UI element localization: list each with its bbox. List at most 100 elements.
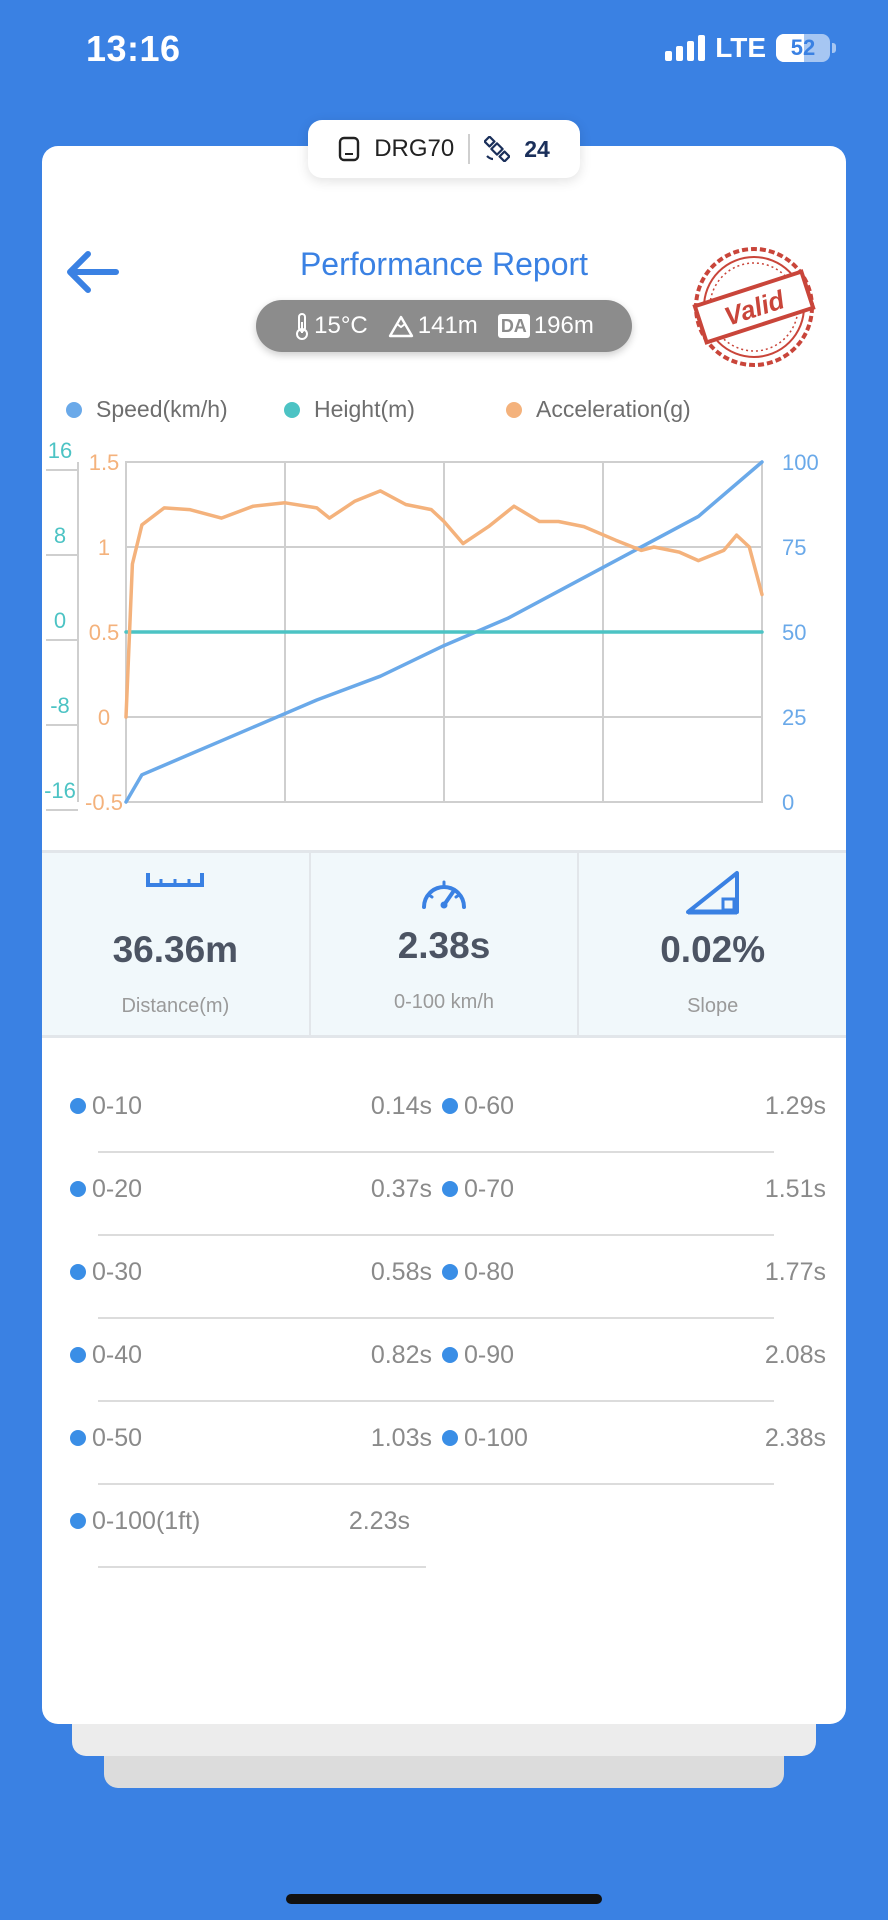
split-row[interactable]: 0-70 1.51s [440, 1155, 826, 1215]
back-button[interactable] [62, 242, 122, 307]
performance-report-card: Performance Report 15°C 141m DA 196m [42, 146, 846, 1724]
row-divider [98, 1317, 774, 1319]
split-time: 1.51s [764, 1175, 826, 1203]
page-title: Performance Report [299, 246, 589, 282]
da-icon: DA [497, 314, 530, 338]
split-time: 2.38s [764, 1424, 826, 1452]
satellite-count: 24 [524, 135, 550, 162]
valid-stamp-icon: Valid [692, 247, 816, 367]
split-name: 0-30 [92, 1258, 143, 1286]
metric-slope: 0.02% Slope [577, 853, 846, 1035]
acceleration-tick-label: 1 [98, 535, 110, 560]
split-name: 0-100 [464, 1424, 528, 1452]
split-row[interactable]: 0-50 1.03s [42, 1404, 432, 1464]
device-pill[interactable]: DRG70 24 [308, 120, 580, 178]
battery-level: 52 [790, 35, 816, 60]
metric-distance: 36.36m Distance(m) [42, 853, 309, 1035]
legend-height-dot [284, 401, 300, 418]
thermometer-icon [296, 313, 309, 340]
split-time: 0.37s [370, 1175, 432, 1203]
split-dot [70, 1264, 86, 1280]
temperature-value: 15°C [314, 312, 368, 339]
row-divider [98, 1234, 774, 1236]
acceleration-tick-label: 1.5 [89, 450, 120, 475]
legend-speed[interactable]: Speed(km/h) [66, 396, 284, 423]
split-dot [442, 1181, 458, 1197]
home-indicator[interactable] [286, 1894, 602, 1904]
distance-label: Distance(m) [121, 995, 230, 1017]
status-indicators: LTE 52 [665, 32, 836, 64]
back-arrow-icon [67, 251, 119, 293]
split-row[interactable]: 0-10 0.14s [42, 1072, 432, 1132]
valid-stamp: Valid [686, 244, 822, 375]
height-tick-label: 0 [54, 608, 66, 633]
split-row[interactable]: 0-80 1.77s [440, 1238, 826, 1298]
legend-height-label: Height(m) [314, 396, 415, 422]
split-row[interactable]: 0-60 1.29s [440, 1072, 826, 1132]
split-time: 0.58s [370, 1258, 432, 1286]
legend-speed-dot [66, 401, 82, 418]
slope-value: 0.02% [660, 929, 766, 970]
split-dot [442, 1098, 458, 1114]
status-time: 13:16 [86, 28, 181, 69]
distance-value: 36.36m [112, 929, 239, 970]
speed-tick-label: 75 [782, 535, 806, 560]
split-row[interactable]: 0-40 0.82s [42, 1321, 432, 1381]
split-time: 1.29s [764, 1092, 826, 1120]
chart-legend: Speed(km/h) Height(m) Acceleration(g) [66, 396, 691, 423]
device-icon [338, 136, 360, 162]
split-dot [70, 1430, 86, 1446]
split-row[interactable]: 0-20 0.37s [42, 1155, 432, 1215]
row-divider [98, 1483, 774, 1485]
acceleration-tick-label: -0.5 [85, 790, 123, 815]
row-divider [98, 1400, 774, 1402]
split-dot [70, 1513, 86, 1529]
height-tick-label: 16 [48, 442, 72, 463]
split-dot [70, 1347, 86, 1363]
density-altitude-value: 196m [533, 312, 594, 339]
chart-series [124, 460, 764, 804]
battery-icon: 52 [776, 34, 836, 62]
split-row[interactable]: 0-100 2.38s [440, 1404, 826, 1464]
split-time: 1.03s [370, 1424, 432, 1452]
split-name: 0-100(1ft) [92, 1507, 201, 1535]
split-name: 0-80 [464, 1258, 515, 1286]
altitude-value: 141m [417, 312, 478, 339]
legend-height[interactable]: Height(m) [284, 396, 506, 423]
split-row[interactable]: 0-90 2.08s [440, 1321, 826, 1381]
speed-tick-label: 25 [782, 705, 806, 730]
ruler-icon [146, 873, 205, 887]
series-line-speed [124, 460, 764, 804]
legend-speed-label: Speed(km/h) [96, 396, 228, 422]
height-tick-label: -16 [44, 778, 76, 803]
split-name: 0-50 [92, 1424, 143, 1452]
split-name: 0-60 [464, 1092, 515, 1120]
row-divider [98, 1566, 426, 1568]
split-name: 0-20 [92, 1175, 143, 1203]
pill-divider [468, 134, 471, 164]
split-row[interactable]: 0-100(1ft) 2.23s [42, 1487, 410, 1547]
split-dot [70, 1098, 86, 1114]
performance-chart: 16 8 0 -8 -16 1.5 1 0.5 0 -0.5 100 75 50 25 0 [44, 442, 819, 815]
legend-acceleration-label: Acceleration(g) [536, 396, 691, 422]
time-label: 0-100 km/h [393, 991, 495, 1013]
device-name: DRG70 [374, 135, 455, 162]
speed-tick-label: 50 [782, 620, 806, 645]
split-name: 0-90 [464, 1341, 515, 1369]
speed-tick-label: 100 [782, 450, 819, 475]
split-name: 0-40 [92, 1341, 143, 1369]
split-name: 0-10 [92, 1092, 143, 1120]
split-dot [442, 1430, 458, 1446]
satellite-icon [484, 136, 511, 162]
row-divider [98, 1151, 774, 1153]
metric-time: 2.38s 0-100 km/h [308, 853, 578, 1035]
legend-acceleration[interactable]: Acceleration(g) [506, 396, 691, 423]
acceleration-tick-label: 0 [98, 705, 110, 730]
split-row[interactable]: 0-30 0.58s [42, 1238, 432, 1298]
speedometer-icon [422, 880, 466, 909]
split-dot [70, 1181, 86, 1197]
cell-signal-icon [665, 35, 706, 61]
split-time: 2.23s [348, 1507, 410, 1535]
acceleration-tick-label: 0.5 [89, 620, 120, 645]
chart-ticks: 16 8 0 -8 -16 1.5 1 0.5 0 -0.5 100 75 50 25 0 [44, 442, 819, 815]
